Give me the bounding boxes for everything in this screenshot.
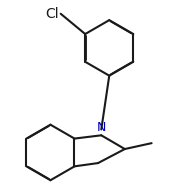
Text: N: N [97, 121, 106, 134]
Text: Cl: Cl [45, 7, 59, 21]
